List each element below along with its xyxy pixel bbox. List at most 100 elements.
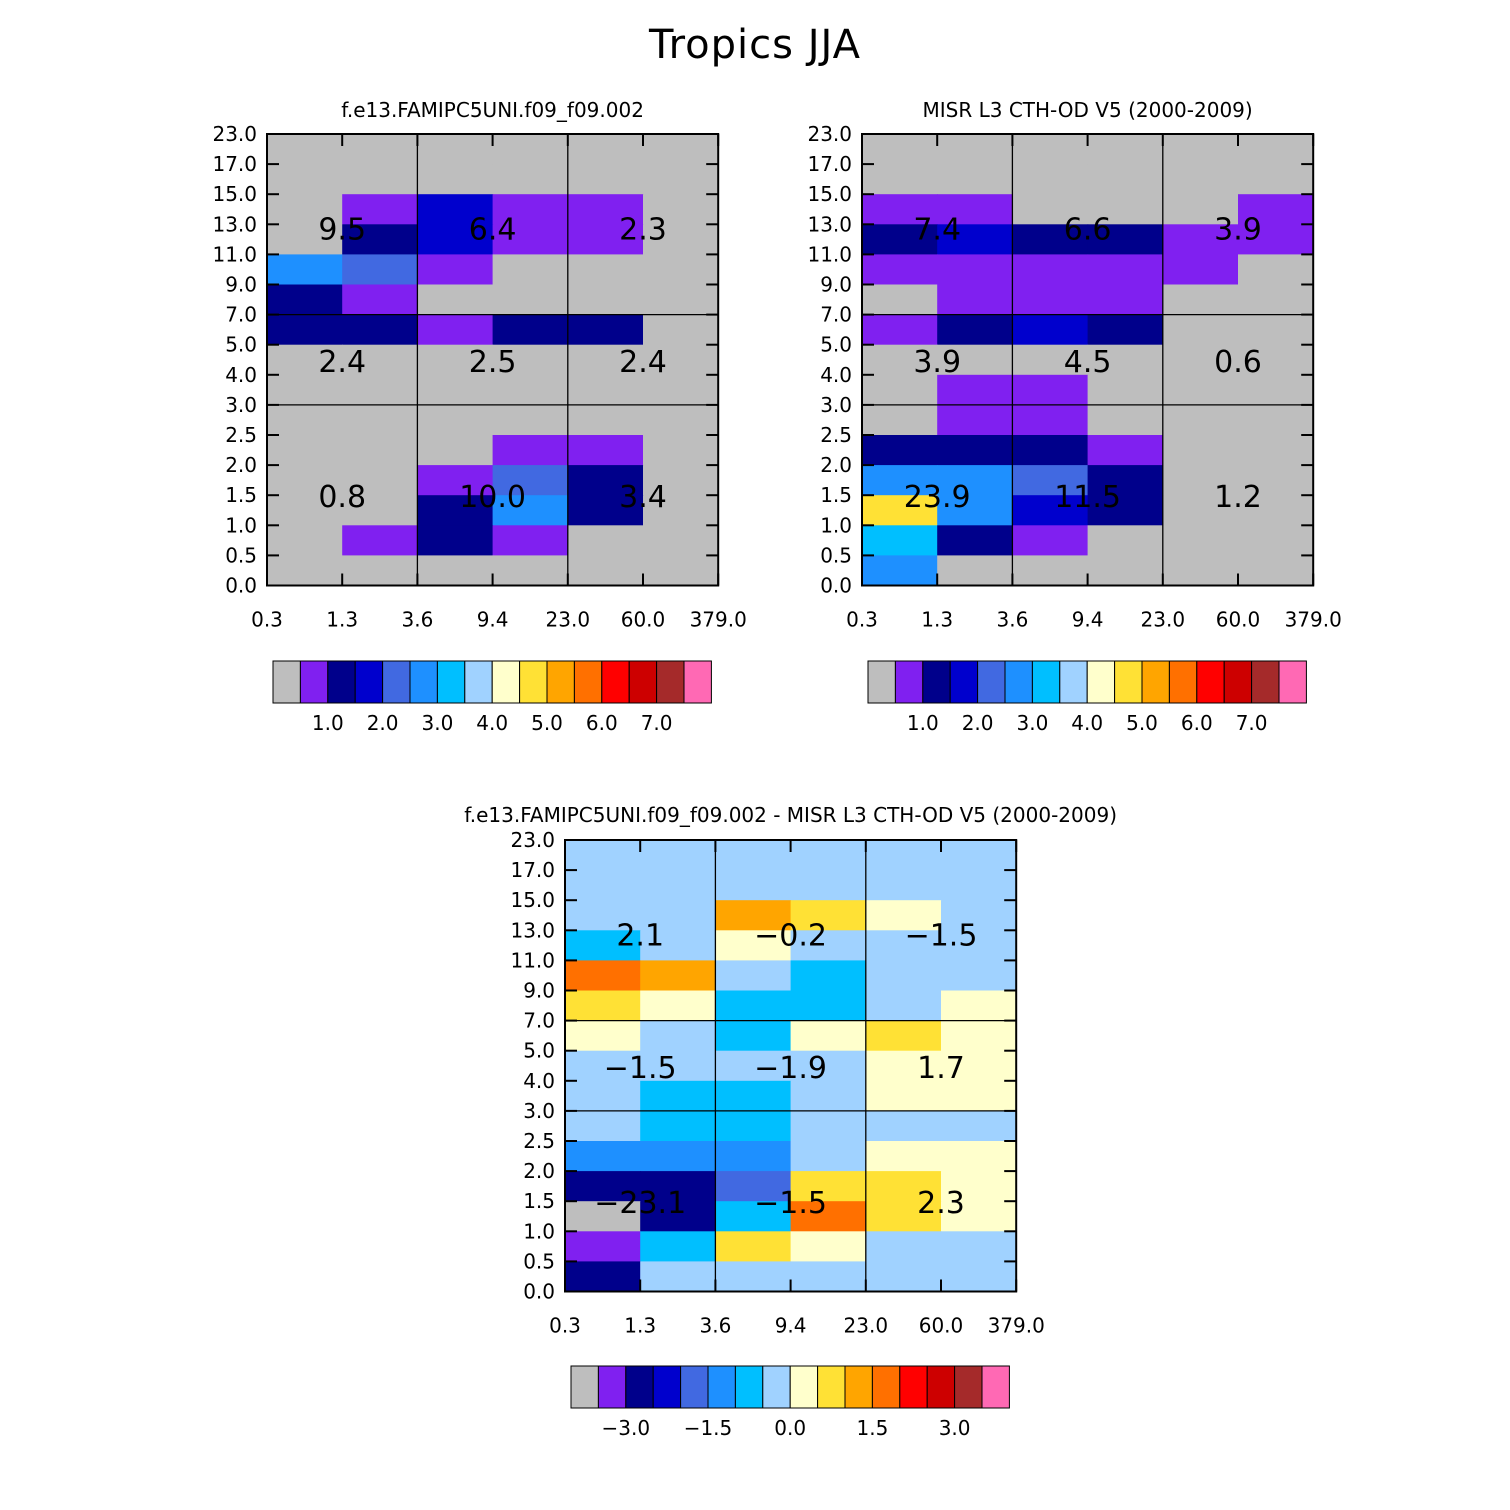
heatmap-cell xyxy=(640,1171,716,1202)
colorbar-swatch xyxy=(844,1365,873,1409)
heatmap-cell xyxy=(643,164,719,195)
x-tick-label: 3.6 xyxy=(996,608,1028,632)
band-total-label: −1.9 xyxy=(754,1051,827,1086)
heatmap-cell xyxy=(643,314,719,346)
x-tick-label: 23.0 xyxy=(1141,608,1186,632)
heatmap-cell xyxy=(941,960,1017,992)
colorbar-swatch xyxy=(707,1365,736,1409)
heatmap-cell xyxy=(640,1110,716,1142)
heatmap-cell xyxy=(1012,525,1089,556)
x-tick-label: 23.0 xyxy=(546,608,591,632)
colorbar-swatch xyxy=(546,660,575,704)
heatmap-cell xyxy=(267,555,343,587)
y-tick-label: 9.0 xyxy=(820,273,852,297)
heatmap-cell xyxy=(790,840,867,871)
heatmap-cell xyxy=(937,525,1013,556)
x-tick-label: 0.3 xyxy=(251,608,283,632)
heatmap-cell xyxy=(567,314,644,346)
band-total-label: 2.5 xyxy=(469,345,517,380)
heatmap-cell xyxy=(492,495,569,526)
heatmap-cell xyxy=(1162,495,1239,526)
heatmap-cell xyxy=(865,1201,942,1232)
heatmap-cell xyxy=(937,134,1013,165)
heatmap-cell xyxy=(790,1201,867,1232)
y-tick-label: 23.0 xyxy=(510,828,555,852)
heatmap-cell xyxy=(267,284,343,316)
heatmap-cell xyxy=(342,344,418,376)
heatmap-cell xyxy=(267,525,343,556)
heatmap-cell xyxy=(862,224,938,255)
heatmap-cell xyxy=(643,465,719,496)
y-tick-label: 4.0 xyxy=(820,363,852,387)
panel-title: f.e13.FAMIPC5UNI.f09_f09.002 xyxy=(341,98,644,122)
heatmap-cell xyxy=(1238,495,1314,526)
heatmap-cell xyxy=(790,1080,867,1112)
heatmap-cell xyxy=(790,870,867,901)
heatmap-cell xyxy=(492,314,569,346)
x-tick-label: 9.4 xyxy=(775,1314,807,1338)
heatmap-cell xyxy=(342,525,418,556)
y-tick-label: 0.5 xyxy=(820,543,852,567)
y-tick-label: 5.0 xyxy=(523,1039,555,1063)
heatmap-cell xyxy=(643,134,719,165)
heatmap-cell xyxy=(417,495,494,526)
heatmap-cell xyxy=(640,1080,716,1112)
heatmap-cell xyxy=(941,990,1017,1022)
heatmap-cell xyxy=(342,555,418,587)
heatmap-cell xyxy=(640,990,716,1022)
heatmap-cell xyxy=(1162,555,1239,587)
y-tick-label: 2.5 xyxy=(820,423,852,447)
heatmap-cell xyxy=(565,1171,641,1202)
y-tick-label: 3.0 xyxy=(225,393,257,417)
heatmap-cell xyxy=(342,194,418,225)
heatmap-cell xyxy=(715,1261,792,1293)
heatmap-cell xyxy=(492,224,569,255)
heatmap-cell xyxy=(567,555,644,587)
heatmap-cell xyxy=(715,1080,792,1112)
band-total-label: 7.4 xyxy=(913,212,961,247)
heatmap-cell xyxy=(417,194,494,225)
heatmap-cell xyxy=(417,284,494,316)
colorbar-tick-label: 5.0 xyxy=(531,711,563,735)
colorbar-swatch xyxy=(981,1365,1010,1409)
y-tick-label: 3.0 xyxy=(523,1099,555,1123)
heatmap-cell xyxy=(567,435,644,466)
colorbar-tick-label: 4.0 xyxy=(1071,711,1103,735)
colorbar-tick-label: 1.0 xyxy=(312,711,344,735)
heatmap-cell xyxy=(267,374,343,406)
heatmap-cell xyxy=(715,870,792,901)
heatmap-cell xyxy=(937,465,1013,496)
heatmap-cell xyxy=(862,344,938,376)
heatmap-cell xyxy=(492,194,569,225)
heatmap-cell xyxy=(565,1231,641,1262)
heatmap-cell xyxy=(862,374,938,406)
heatmap-cell xyxy=(342,284,418,316)
band-total-label: 2.4 xyxy=(619,345,667,380)
heatmap-cell xyxy=(862,254,938,286)
heatmap-cell xyxy=(267,314,343,346)
heatmap-cell xyxy=(565,990,641,1022)
heatmap-cell xyxy=(1012,194,1089,225)
heatmap-cell xyxy=(865,870,942,901)
colorbar-swatch xyxy=(949,660,979,704)
y-tick-label: 23.0 xyxy=(807,122,852,146)
colorbar-swatch xyxy=(491,660,521,704)
heatmap-cell xyxy=(865,1231,942,1262)
heatmap-cell xyxy=(417,254,494,286)
band-total-label: −1.5 xyxy=(754,1186,827,1221)
heatmap-cell xyxy=(937,254,1013,286)
heatmap-cell xyxy=(941,1201,1017,1232)
figure-title: Tropics JJA xyxy=(649,22,861,68)
heatmap-cell xyxy=(937,224,1013,255)
heatmap-cell xyxy=(1087,435,1164,466)
colorbar-swatch xyxy=(899,1365,928,1409)
heatmap-cell xyxy=(715,990,792,1022)
heatmap-cell xyxy=(1012,284,1089,316)
heatmap-cell xyxy=(640,870,716,901)
y-tick-label: 1.0 xyxy=(820,513,852,537)
heatmap-cell xyxy=(640,1201,716,1232)
heatmap-cell xyxy=(1012,435,1089,466)
heatmap-cell xyxy=(862,435,938,466)
heatmap-cell xyxy=(643,344,719,376)
colorbar-tick-label: 6.0 xyxy=(586,711,618,735)
